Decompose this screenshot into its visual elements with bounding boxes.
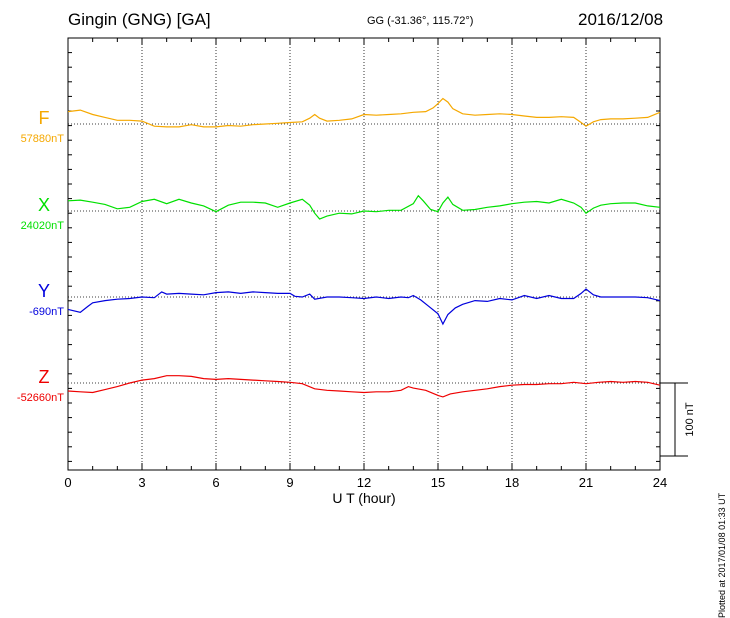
x-tick-label: 21 xyxy=(579,475,593,490)
series-baseline-label-x: 24020nT xyxy=(21,220,65,232)
series-line-f xyxy=(67,97,661,128)
plot-area: 0 3 6 9 12 15 18 21 24 U T (hour) F 57880nT X 24020nT… xyxy=(17,37,696,506)
x-tick-label: 0 xyxy=(64,475,71,490)
series-name-z: Z xyxy=(39,367,50,387)
x-tick-label: 3 xyxy=(138,475,145,490)
x-tick-label: 9 xyxy=(286,475,293,490)
series-baseline-label-y: -690nT xyxy=(29,306,64,318)
magnetogram-chart: Gingin (GNG) [GA] GG (-31.36°, 115.72°) … xyxy=(17,10,727,618)
series-line-x xyxy=(67,194,661,220)
x-tick-label: 18 xyxy=(505,475,519,490)
series-name-y: Y xyxy=(38,281,50,301)
series-line-y xyxy=(67,288,661,326)
x-tick-label: 24 xyxy=(653,475,667,490)
series-name-f: F xyxy=(39,108,50,128)
series-name-x: X xyxy=(38,195,50,215)
station-coordinates: GG (-31.36°, 115.72°) xyxy=(367,15,474,27)
x-axis-label: U T (hour) xyxy=(332,490,395,506)
x-tick-label: 6 xyxy=(212,475,219,490)
x-tick-label: 12 xyxy=(357,475,371,490)
station-title: Gingin (GNG) [GA] xyxy=(68,10,211,29)
series-baseline-label-f: 57880nT xyxy=(21,133,65,145)
chart-date: 2016/12/08 xyxy=(578,10,664,29)
series-baseline-label-z: -52660nT xyxy=(17,392,64,404)
x-tick-label: 15 xyxy=(431,475,445,490)
series-line-z xyxy=(67,375,661,398)
scale-bar-label: 100 nT xyxy=(684,402,696,437)
plotted-timestamp: Plotted at 2017/01/08 01:33 UT xyxy=(717,492,727,618)
